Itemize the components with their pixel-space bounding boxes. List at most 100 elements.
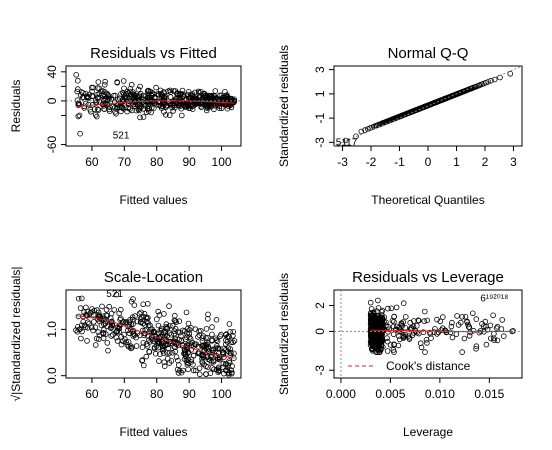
data-point (439, 314, 446, 320)
data-point (80, 94, 87, 100)
data-point (387, 342, 394, 348)
data-point (231, 350, 237, 357)
data-point (391, 313, 398, 320)
y-tick-label: 2 (313, 302, 327, 309)
data-point (142, 102, 149, 109)
data-point (223, 361, 229, 367)
data-point (169, 322, 176, 329)
x-tick-label: 80 (150, 155, 164, 169)
data-point (95, 106, 101, 112)
data-point (115, 104, 121, 111)
data-point (200, 91, 207, 97)
data-point (173, 354, 180, 360)
data-point (80, 318, 86, 325)
data-point (209, 324, 215, 330)
data-point (156, 335, 162, 341)
data-point (153, 350, 159, 357)
residuals-vs-fitted-panel: Residuals vs Fitted 60 70 80 90 100 -60 0 40 Fitt… (9, 45, 242, 207)
data-point (213, 316, 220, 323)
data-point (113, 334, 120, 341)
data-point (157, 351, 163, 357)
data-point (228, 339, 235, 346)
data-point (393, 304, 400, 311)
data-point (221, 93, 228, 99)
data-point (197, 371, 203, 378)
data-point (170, 108, 177, 114)
data-point (144, 94, 151, 101)
data-point (368, 335, 374, 342)
data-point (118, 315, 124, 322)
y-axis-label: Residuals (9, 80, 23, 133)
data-point (375, 315, 382, 322)
data-point (198, 351, 205, 358)
data-point (118, 108, 124, 115)
data-point (390, 331, 397, 338)
x-tick-label: 90 (182, 387, 196, 401)
data-point (482, 318, 489, 325)
y-tick-label: 40 (45, 65, 59, 79)
data-point (118, 306, 124, 313)
data-point (146, 348, 152, 355)
data-point (118, 341, 125, 348)
y-tick-label: 1 (313, 90, 327, 97)
data-point (126, 330, 133, 337)
data-point (227, 349, 234, 356)
data-point (131, 302, 138, 309)
data-point (187, 94, 194, 101)
data-point (367, 342, 374, 349)
data-point (133, 334, 139, 341)
data-point (371, 338, 377, 345)
data-point (400, 300, 407, 307)
data-point (73, 72, 79, 78)
data-point (84, 313, 90, 319)
data-point (189, 106, 196, 112)
chart-title: Residuals vs Leverage (352, 269, 504, 286)
data-point (87, 309, 94, 316)
data-point (143, 341, 150, 347)
data-point (205, 364, 211, 370)
data-point (212, 88, 219, 94)
data-point (228, 367, 234, 374)
data-point (144, 315, 150, 322)
data-point (174, 366, 181, 373)
data-point (173, 319, 180, 326)
data-point (225, 101, 232, 108)
data-point (405, 333, 412, 340)
data-point (123, 91, 130, 97)
data-point (477, 328, 484, 334)
data-point (96, 332, 103, 339)
data-point (93, 335, 100, 342)
data-point (87, 106, 93, 113)
data-point (229, 369, 235, 376)
x-tick-label: 80 (150, 387, 164, 401)
data-point (153, 333, 160, 340)
data-point (413, 323, 420, 329)
data-point (184, 361, 191, 368)
data-point (491, 76, 498, 83)
data-point (186, 334, 193, 340)
data-point (159, 339, 166, 345)
smoother-line (370, 329, 514, 333)
data-point (172, 339, 178, 346)
data-point (203, 371, 209, 378)
data-point (120, 78, 127, 84)
data-point (424, 317, 431, 324)
data-point (375, 297, 381, 304)
data-point (81, 309, 87, 316)
data-point (200, 351, 206, 358)
data-point (378, 322, 385, 329)
data-point (470, 327, 477, 334)
data-point (199, 101, 205, 108)
data-point (434, 316, 440, 323)
data-point (185, 89, 192, 95)
y-tick-label: 0 (313, 328, 327, 335)
x-tick-label: 2 (482, 155, 489, 169)
y-tick-label: -60 (45, 136, 59, 154)
point-layer (367, 297, 516, 355)
data-point (125, 327, 131, 334)
data-point (376, 335, 382, 342)
data-point (172, 312, 178, 319)
point-id-label: 521 (113, 131, 130, 142)
x-tick-label: 0.015 (474, 387, 504, 401)
data-point (459, 349, 466, 355)
